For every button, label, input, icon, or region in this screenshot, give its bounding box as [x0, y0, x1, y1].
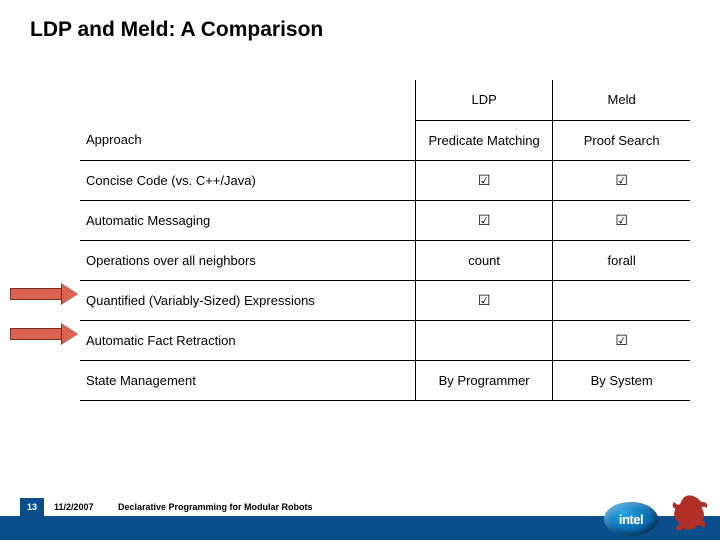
row-label: Quantified (Variably-Sized) Expressions	[80, 280, 416, 320]
cell-ldp: ☑	[416, 280, 553, 320]
cell-ldp: ☑	[416, 200, 553, 240]
highlight-arrow-icon	[10, 325, 80, 343]
row-label: Automatic Messaging	[80, 200, 416, 240]
footer-date: 11/2/2007	[54, 502, 94, 512]
row-label: Automatic Fact Retraction	[80, 320, 416, 360]
check-icon: ☑	[615, 332, 628, 348]
cell-meld: By System	[553, 360, 690, 400]
check-icon: ☑	[615, 212, 628, 228]
table-row: Quantified (Variably-Sized) Expressions …	[80, 280, 690, 320]
check-icon: ☑	[478, 212, 491, 228]
cell-ldp: Predicate Matching	[416, 120, 553, 160]
page-number: 13	[20, 498, 44, 516]
slide-title: LDP and Meld: A Comparison	[0, 0, 720, 42]
cell-meld: forall	[553, 240, 690, 280]
table-row: State Management By Programmer By System	[80, 360, 690, 400]
brand-text: intel	[619, 512, 643, 527]
cell-meld: Proof Search	[553, 120, 690, 160]
brand-logo: intel	[604, 502, 658, 536]
cell-meld	[553, 280, 690, 320]
cell-ldp	[416, 320, 553, 360]
table-row: Concise Code (vs. C++/Java) ☑ ☑	[80, 160, 690, 200]
cell-ldp: By Programmer	[416, 360, 553, 400]
footer: 13 11/2/2007 Declarative Programming for…	[0, 486, 720, 540]
cell-ldp: ☑	[416, 160, 553, 200]
row-label: State Management	[80, 360, 416, 400]
griffin-icon	[668, 492, 710, 534]
check-icon: ☑	[478, 292, 491, 308]
table-row: Approach Predicate Matching Proof Search	[80, 120, 690, 160]
cell-meld: ☑	[553, 200, 690, 240]
check-icon: ☑	[478, 172, 491, 188]
col-header-ldp: LDP	[416, 80, 553, 120]
row-label: Operations over all neighbors	[80, 240, 416, 280]
table-row: Automatic Messaging ☑ ☑	[80, 200, 690, 240]
table-row: Operations over all neighbors count fora…	[80, 240, 690, 280]
table-row: Automatic Fact Retraction ☑	[80, 320, 690, 360]
footer-talk-title: Declarative Programming for Modular Robo…	[118, 502, 313, 512]
row-label: Concise Code (vs. C++/Java)	[80, 160, 416, 200]
cell-ldp: count	[416, 240, 553, 280]
header-blank	[80, 80, 416, 120]
row-label: Approach	[80, 120, 416, 160]
check-icon: ☑	[615, 172, 628, 188]
cell-meld: ☑	[553, 160, 690, 200]
cell-meld: ☑	[553, 320, 690, 360]
col-header-meld: Meld	[553, 80, 690, 120]
highlight-arrow-icon	[10, 285, 80, 303]
comparison-table: LDP Meld Approach Predicate Matching Pro…	[80, 80, 690, 401]
